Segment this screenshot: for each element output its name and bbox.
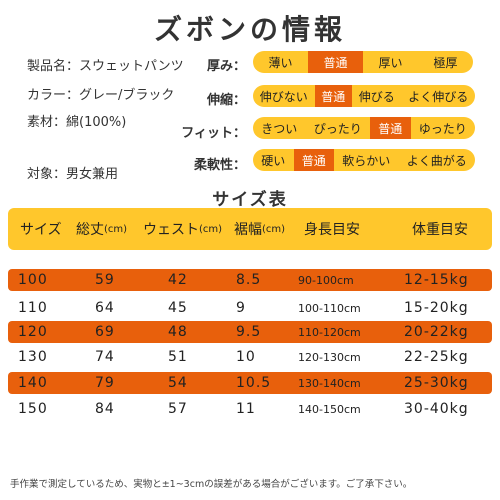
table-row: 100 59 42 8.5 90-100cm 12-15kg: [8, 269, 492, 291]
table-cell: 48: [168, 324, 188, 340]
color-text: カラー：グレー/ブラック: [27, 88, 175, 103]
header-size: サイズ: [20, 222, 62, 238]
table-row: 140 79 54 10.5 130-140cm 25-30kg: [8, 372, 492, 394]
fit-option: きつい: [261, 121, 298, 136]
table-row: 150 84 57 11 140-150cm 30-40kg: [8, 398, 492, 420]
table-cell: 64: [95, 300, 115, 316]
header-waist: ウェスト (cm): [143, 222, 223, 238]
table-row: 120 69 48 9.5 110-120cm 20-22kg: [8, 321, 492, 343]
table-cell: 69: [95, 324, 115, 340]
thickness-option: 厚い: [378, 55, 403, 70]
flexibility-label: 柔軟性：: [193, 158, 246, 173]
table-cell: 110-120cm: [298, 325, 361, 339]
table-cell: 150: [18, 401, 48, 417]
stretch-option: 伸びる: [358, 89, 395, 104]
product-name-text: 製品名：スウェットパンツ: [27, 59, 184, 74]
flexibility-rating-bar: 硬い 普通 軟らかい よく曲がる: [253, 149, 475, 171]
table-cell: 130: [18, 349, 48, 365]
table-cell: 74: [95, 349, 115, 365]
flexibility-option: 硬い: [261, 153, 286, 168]
measurement-note: 手作業で測定しているため、実物と±1~3cmの誤差がある場合がございます。ご了承…: [10, 479, 413, 490]
size-table-title: サイズ表: [212, 190, 288, 210]
table-cell: 100: [18, 272, 48, 288]
header-length: 総丈 (cm): [76, 222, 128, 238]
table-cell: 120-130cm: [298, 350, 361, 364]
table-cell: 130-140cm: [298, 376, 361, 390]
table-cell: 79: [95, 375, 115, 391]
target-text: 対象：男女兼用: [27, 167, 119, 182]
thickness-label: 厚み：: [206, 59, 246, 74]
thickness-option-selected: 普通: [308, 51, 363, 73]
table-cell: 12-15kg: [404, 272, 469, 288]
stretch-option: 伸びない: [259, 89, 308, 104]
table-cell: 54: [168, 375, 188, 391]
size-table-header: サイズ 総丈 (cm) ウェスト (cm) 裾幅 (cm) 身長目安 体重目安: [8, 208, 492, 250]
flexibility-option: 軟らかい: [342, 153, 391, 168]
header-height-guide: 身長目安: [304, 222, 360, 238]
table-cell: 120: [18, 324, 48, 340]
table-row: 110 64 45 9 100-110cm 15-20kg: [8, 297, 492, 319]
fit-option: ゆったり: [418, 121, 467, 136]
table-cell: 30-40kg: [404, 401, 469, 417]
table-cell: 25-30kg: [404, 375, 469, 391]
table-cell: 11: [236, 401, 256, 417]
thickness-option: 極厚: [433, 55, 458, 70]
table-cell: 110: [18, 300, 48, 316]
fit-label: フィット：: [181, 126, 246, 141]
table-cell: 20-22kg: [404, 324, 469, 340]
table-row: 130 74 51 10 120-130cm 22-25kg: [8, 346, 492, 368]
table-cell: 90-100cm: [298, 273, 354, 287]
material-text: 素材：綿(100%): [27, 115, 127, 130]
header-hem-width: 裾幅 (cm): [234, 222, 286, 238]
thickness-rating-bar: 薄い 普通 厚い 極厚: [253, 51, 473, 73]
table-cell: 10: [236, 349, 256, 365]
table-cell: 22-25kg: [404, 349, 469, 365]
stretch-rating-bar: 伸びない 普通 伸びる よく伸びる: [253, 85, 475, 107]
table-cell: 15-20kg: [404, 300, 469, 316]
table-cell: 51: [168, 349, 188, 365]
table-cell: 84: [95, 401, 115, 417]
table-cell: 10.5: [236, 375, 272, 391]
page-title: ズボンの情報: [153, 13, 346, 46]
table-cell: 45: [168, 300, 188, 316]
table-cell: 140: [18, 375, 48, 391]
thickness-option: 薄い: [268, 55, 293, 70]
stretch-option-selected: 普通: [314, 85, 352, 107]
table-cell: 8.5: [236, 272, 262, 288]
fit-rating-bar: きつい ぴったり 普通 ゆったり: [253, 117, 475, 139]
table-cell: 9.5: [236, 324, 262, 340]
table-cell: 9: [236, 300, 246, 316]
fit-option: ぴったり: [313, 121, 362, 136]
table-cell: 59: [95, 272, 115, 288]
fit-option-selected: 普通: [370, 117, 411, 139]
header-weight-guide: 体重目安: [412, 222, 468, 238]
stretch-option: よく伸びる: [408, 89, 469, 104]
table-cell: 140-150cm: [298, 402, 361, 416]
table-cell: 42: [168, 272, 188, 288]
flexibility-option-selected: 普通: [293, 149, 334, 171]
table-cell: 57: [168, 401, 188, 417]
flexibility-option: よく曲がる: [406, 153, 467, 168]
stretch-label: 伸縮：: [206, 93, 246, 108]
table-cell: 100-110cm: [298, 301, 361, 315]
